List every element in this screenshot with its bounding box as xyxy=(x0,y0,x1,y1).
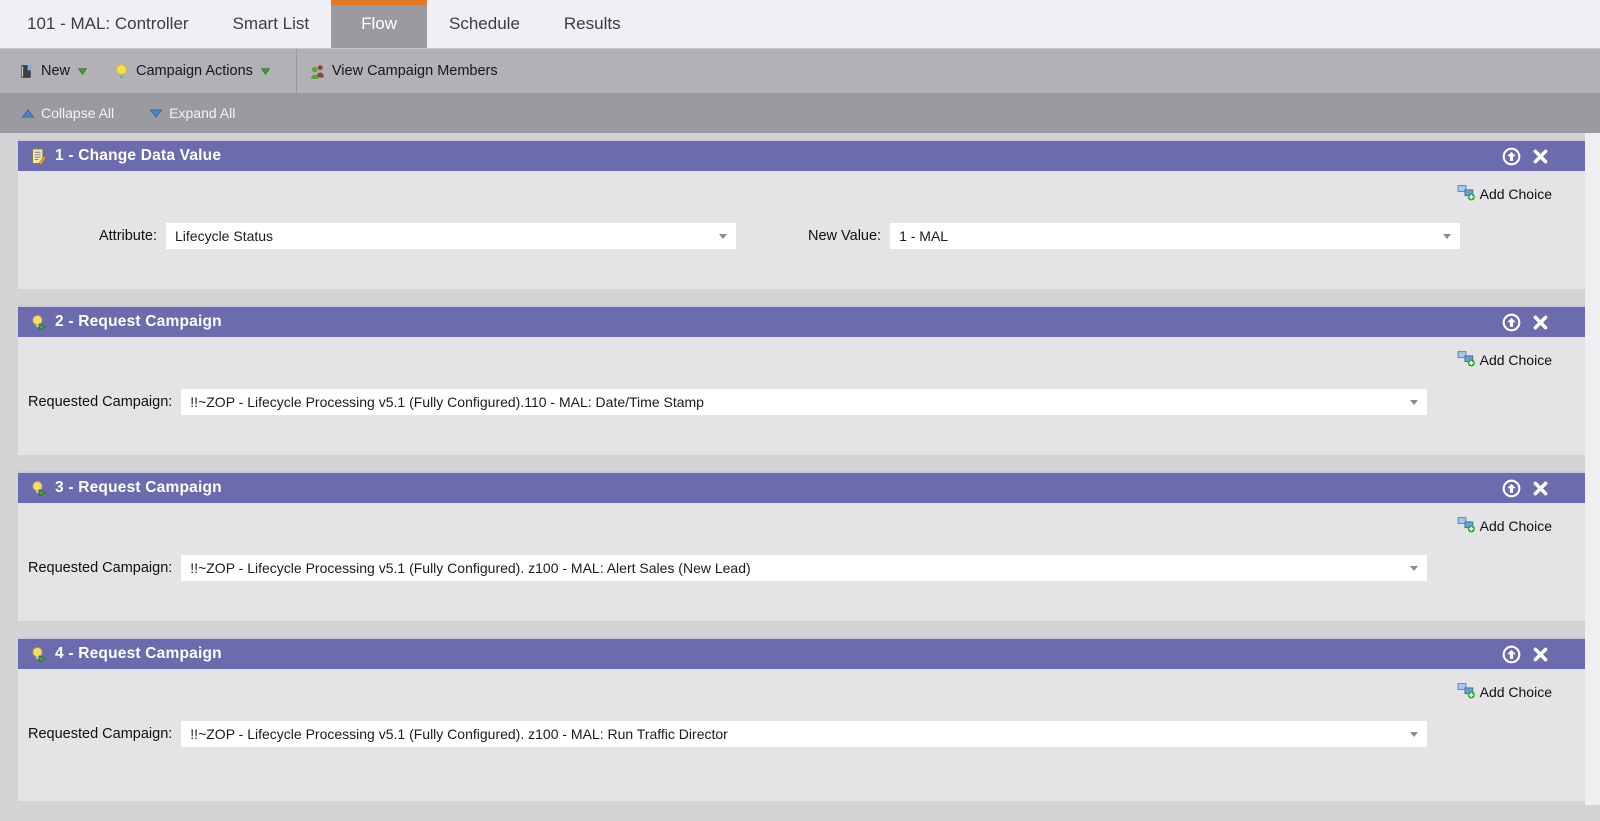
flow-step: 2 - Request Campaign xyxy=(18,305,1585,455)
add-choice-button[interactable]: Add Choice xyxy=(1457,682,1552,702)
add-choice-icon xyxy=(1457,350,1476,370)
view-campaign-members-label: View Campaign Members xyxy=(331,63,498,79)
new-value-select[interactable]: 1 - MAL xyxy=(890,223,1461,249)
add-choice-label: Add Choice xyxy=(1479,186,1552,202)
flow-step-body: Add Choice Requested Campaign: !!~ZOP - L… xyxy=(18,337,1585,455)
select-arrow-icon xyxy=(1410,732,1419,737)
flow-step: 3 - Request Campaign xyxy=(18,471,1585,621)
requested-campaign-select[interactable]: !!~ZOP - Lifecycle Processing v5.1 (Full… xyxy=(181,389,1428,415)
form-field: New Value: 1 - MAL xyxy=(808,223,1461,249)
request-campaign-icon xyxy=(30,646,47,663)
requested-campaign-select[interactable]: !!~ZOP - Lifecycle Processing v5.1 (Full… xyxy=(181,555,1428,581)
requested-campaign-select[interactable]: !!~ZOP - Lifecycle Processing v5.1 (Full… xyxy=(181,721,1428,747)
campaign-actions-dropdown-icon xyxy=(260,63,270,79)
add-choice-button[interactable]: Add Choice xyxy=(1457,350,1552,370)
new-button-label: New xyxy=(41,63,71,79)
move-step-up-icon[interactable] xyxy=(1502,147,1521,166)
add-choice-icon xyxy=(1457,184,1476,204)
step-fields: Requested Campaign: !!~ZOP - Lifecycle Pr… xyxy=(18,721,1585,801)
add-choice-label: Add Choice xyxy=(1479,352,1552,368)
add-choice-label: Add Choice xyxy=(1479,518,1552,534)
field-label: Requested Campaign: xyxy=(28,726,173,742)
delete-step-icon[interactable] xyxy=(1532,479,1551,498)
form-field: Requested Campaign: !!~ZOP - Lifecycle Pr… xyxy=(28,721,1428,747)
change-data-value-icon xyxy=(30,148,47,165)
collapse-expand-bar: Collapse All Expand All xyxy=(0,93,1600,133)
flow-step-header[interactable]: 2 - Request Campaign xyxy=(18,305,1585,337)
field-label: Requested Campaign: xyxy=(28,394,173,410)
tab-schedule[interactable]: Schedule xyxy=(449,14,520,33)
tab-results[interactable]: Results xyxy=(563,14,621,33)
flow-step-header[interactable]: 1 - Change Data Value xyxy=(18,139,1585,171)
select-arrow-icon xyxy=(1410,400,1419,405)
view-campaign-members-button[interactable]: View Campaign Members xyxy=(309,63,498,80)
step-title: 1 - Change Data Value xyxy=(55,147,222,164)
flow-step-body: Add Choice Attribute: Lifecycle Status New… xyxy=(18,171,1585,289)
step-title: 4 - Request Campaign xyxy=(55,645,222,662)
field-label: Attribute: xyxy=(98,228,157,244)
add-choice-icon xyxy=(1457,682,1476,702)
select-arrow-icon xyxy=(719,234,727,239)
request-campaign-icon xyxy=(30,480,47,497)
step-title: 2 - Request Campaign xyxy=(55,313,222,330)
move-step-up-icon[interactable] xyxy=(1502,313,1521,332)
form-field: Attribute: Lifecycle Status xyxy=(18,223,736,249)
field-label: New Value: xyxy=(808,228,882,244)
scrollbar-track[interactable] xyxy=(1585,133,1600,805)
flow-step-body: Add Choice Requested Campaign: !!~ZOP - L… xyxy=(18,503,1585,621)
delete-step-icon[interactable] xyxy=(1532,313,1551,332)
step-fields: Requested Campaign: !!~ZOP - Lifecycle Pr… xyxy=(18,555,1585,621)
flow-step-header[interactable]: 3 - Request Campaign xyxy=(18,471,1585,503)
select-value: Lifecycle Status xyxy=(175,228,274,244)
request-campaign-icon xyxy=(30,314,47,331)
select-value: 1 - MAL xyxy=(899,228,949,244)
flow-step-header[interactable]: 4 - Request Campaign xyxy=(18,637,1585,669)
select-value: !!~ZOP - Lifecycle Processing v5.1 (Full… xyxy=(190,394,704,410)
campaign-actions-button[interactable]: Campaign Actions xyxy=(113,63,270,80)
step-fields: Requested Campaign: !!~ZOP - Lifecycle Pr… xyxy=(18,389,1585,455)
lightbulb-icon xyxy=(113,63,130,80)
move-step-up-icon[interactable] xyxy=(1502,479,1521,498)
add-choice-label: Add Choice xyxy=(1479,684,1552,700)
step-fields: Attribute: Lifecycle Status New Value: 1 - … xyxy=(18,223,1585,289)
add-choice-icon xyxy=(1457,516,1476,536)
flow-step: 4 - Request Campaign xyxy=(18,637,1585,801)
tab-campaign-name[interactable]: 101 - MAL: Controller xyxy=(27,14,189,33)
new-dropdown-icon xyxy=(77,63,88,79)
select-arrow-icon xyxy=(1443,234,1452,239)
expand-all-button[interactable]: Expand All xyxy=(149,105,236,121)
move-step-up-icon[interactable] xyxy=(1502,645,1521,664)
form-field: Requested Campaign: !!~ZOP - Lifecycle Pr… xyxy=(28,555,1428,581)
collapse-all-button[interactable]: Collapse All xyxy=(21,105,115,121)
collapse-all-label: Collapse All xyxy=(41,105,115,121)
new-binder-icon xyxy=(18,63,35,80)
campaign-actions-label: Campaign Actions xyxy=(136,63,253,79)
new-button[interactable]: New xyxy=(18,63,88,80)
select-value: !!~ZOP - Lifecycle Processing v5.1 (Full… xyxy=(190,726,728,742)
flow-step: 1 - Change Data Value xyxy=(18,139,1585,289)
expand-all-label: Expand All xyxy=(169,105,236,121)
members-icon xyxy=(309,63,326,80)
add-choice-button[interactable]: Add Choice xyxy=(1457,184,1552,204)
field-label: Requested Campaign: xyxy=(28,560,173,576)
flow-steps: 1 - Change Data Value xyxy=(18,139,1585,801)
delete-step-icon[interactable] xyxy=(1532,645,1551,664)
select-value: !!~ZOP - Lifecycle Processing v5.1 (Full… xyxy=(190,560,751,576)
flow-canvas: 1 - Change Data Value xyxy=(0,133,1600,821)
toolbar-divider xyxy=(295,49,297,93)
expand-triangle-icon xyxy=(149,105,163,121)
tab-bar: 101 - MAL: Controller Smart List Flow Sc… xyxy=(0,0,1600,48)
flow-step-body: Add Choice Requested Campaign: !!~ZOP - L… xyxy=(18,669,1585,801)
form-field: Requested Campaign: !!~ZOP - Lifecycle Pr… xyxy=(28,389,1428,415)
select-arrow-icon xyxy=(1410,566,1419,571)
toolbar: New Campaign Actions View Cam xyxy=(0,48,1600,93)
tab-flow[interactable]: Flow xyxy=(331,0,428,48)
tab-smart-list[interactable]: Smart List xyxy=(232,14,310,33)
step-title: 3 - Request Campaign xyxy=(55,479,222,496)
add-choice-button[interactable]: Add Choice xyxy=(1457,516,1552,536)
attribute-select[interactable]: Lifecycle Status xyxy=(166,223,736,249)
delete-step-icon[interactable] xyxy=(1532,147,1551,166)
collapse-triangle-icon xyxy=(21,105,35,121)
